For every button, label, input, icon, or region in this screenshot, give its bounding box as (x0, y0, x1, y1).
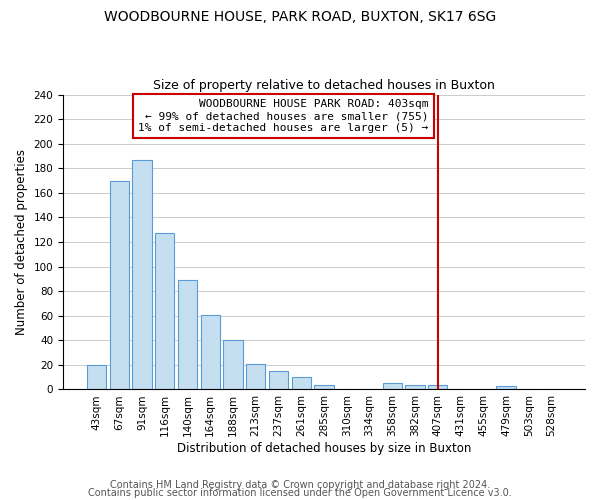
Bar (292, 377, 311, 390)
Title: Size of property relative to detached houses in Buxton: Size of property relative to detached ho… (153, 79, 495, 92)
X-axis label: Distribution of detached houses by size in Buxton: Distribution of detached houses by size … (177, 442, 471, 455)
Bar (406, 384, 425, 390)
Text: Contains public sector information licensed under the Open Government Licence v3: Contains public sector information licen… (88, 488, 512, 498)
Bar (496, 386, 516, 390)
Text: WOODBOURNE HOUSE, PARK ROAD, BUXTON, SK17 6SG: WOODBOURNE HOUSE, PARK ROAD, BUXTON, SK1… (104, 10, 496, 24)
Bar (87, 365, 106, 390)
Y-axis label: Number of detached properties: Number of detached properties (15, 149, 28, 335)
Bar (132, 160, 152, 390)
Bar (110, 180, 129, 390)
Bar (314, 384, 334, 390)
Text: WOODBOURNE HOUSE PARK ROAD: 403sqm
← 99% of detached houses are smaller (755)
1%: WOODBOURNE HOUSE PARK ROAD: 403sqm ← 99%… (139, 100, 429, 132)
Bar (178, 280, 197, 390)
Bar (246, 364, 265, 390)
Bar (428, 384, 448, 390)
Bar (383, 384, 402, 390)
Bar (269, 371, 288, 390)
Bar (155, 234, 175, 390)
Bar (200, 314, 220, 390)
Bar (223, 340, 242, 390)
Text: Contains HM Land Registry data © Crown copyright and database right 2024.: Contains HM Land Registry data © Crown c… (110, 480, 490, 490)
